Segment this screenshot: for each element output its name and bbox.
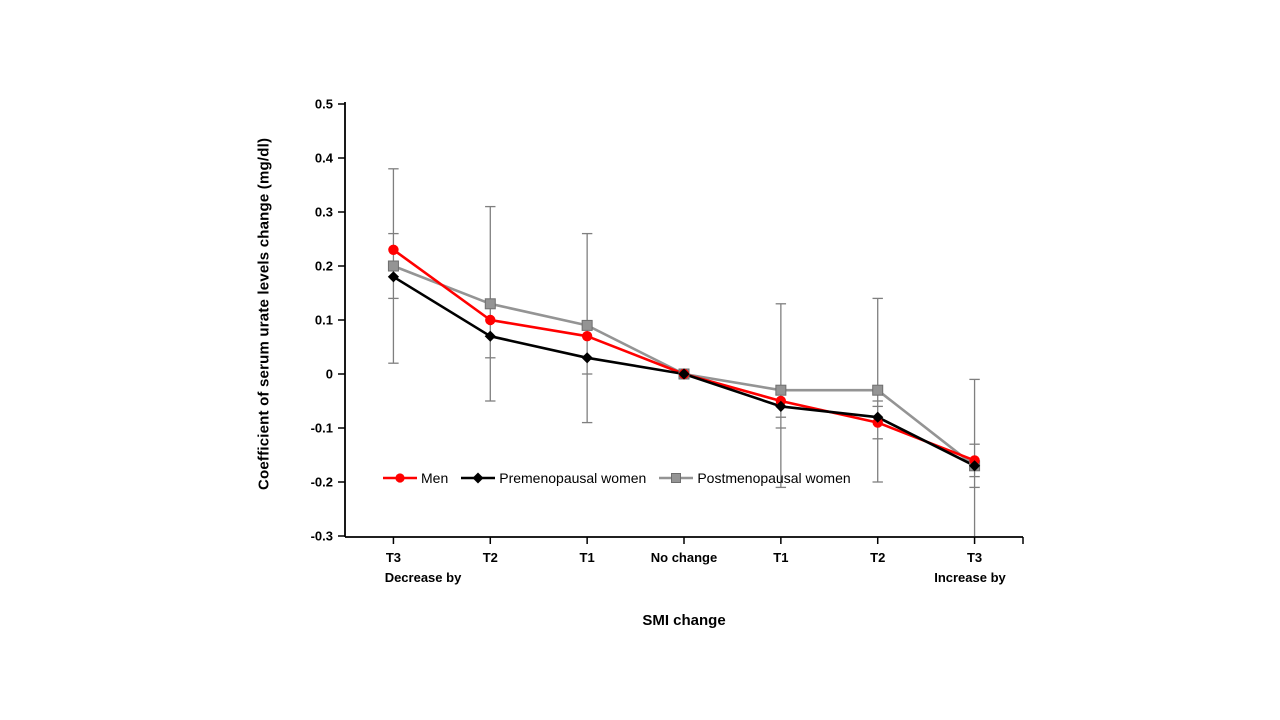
legend-item-postmenopausal: Postmenopausal women — [659, 470, 851, 486]
data-point — [775, 400, 787, 412]
data-point — [872, 384, 884, 396]
x-category-label: No change — [651, 550, 717, 565]
series-markers-square — [387, 260, 981, 472]
series-line-men — [392, 248, 976, 462]
legend-label-postmenopausal: Postmenopausal women — [697, 470, 851, 486]
y-tick-label: 0.1 — [315, 313, 333, 328]
men-line-circle-icon — [383, 473, 417, 483]
postmenopausal-line-square-icon — [659, 473, 694, 483]
data-point — [484, 298, 496, 310]
series-line-postmenopausal-women — [392, 264, 976, 467]
y-tick-label: -0.3 — [311, 529, 333, 544]
x-sub-label-increase: Increase by — [934, 570, 1006, 585]
y-tick-label: 0.5 — [315, 97, 333, 112]
y-axis-ticks: 0.5 0.4 0.3 0.2 0.1 0 -0.1 -0.2 -0.3 — [311, 97, 345, 544]
legend-label-premenopausal: Premenopausal women — [499, 470, 647, 486]
data-point — [775, 384, 787, 396]
data-point — [387, 260, 399, 272]
y-tick-label: 0.2 — [315, 259, 333, 274]
data-point — [388, 244, 399, 255]
premenopausal-line-diamond-icon — [461, 472, 496, 484]
legend-item-men: Men — [383, 470, 448, 486]
x-category-label: T1 — [580, 550, 595, 565]
chart-legend: Men Premenopausal women Postmenopausal w… — [383, 470, 851, 486]
data-point — [581, 331, 593, 342]
y-tick-label: 0.3 — [315, 205, 333, 220]
x-category-label: T3 — [386, 550, 401, 565]
y-tick-label: 0.4 — [315, 151, 334, 166]
y-tick-label: 0 — [326, 367, 333, 382]
data-point — [581, 352, 593, 364]
x-category-label: T2 — [483, 550, 498, 565]
y-axis-title: Coefficient of serum urate levels change… — [255, 137, 273, 491]
data-point — [485, 314, 496, 326]
x-category-label: T2 — [870, 550, 885, 565]
x-category-label: T1 — [773, 550, 788, 565]
y-tick-label: -0.1 — [311, 421, 333, 436]
y-tick-label: -0.2 — [311, 475, 333, 490]
legend-label-men: Men — [421, 470, 449, 486]
data-point — [678, 368, 690, 380]
x-sub-label-decrease: Decrease by — [384, 570, 462, 585]
x-axis-title: SMI change — [642, 612, 726, 629]
x-category-label: T3 — [967, 550, 982, 565]
data-point — [581, 319, 593, 331]
data-point — [387, 271, 400, 283]
series-markers-diamond — [387, 271, 981, 472]
x-axis-ticks: T3 T2 T1 No change T1 T2 T3 — [386, 537, 1024, 565]
series-markers-circle — [388, 244, 980, 466]
data-point — [484, 330, 496, 342]
legend-item-premenopausal: Premenopausal women — [461, 470, 646, 486]
data-point — [968, 460, 981, 472]
data-point — [872, 411, 884, 423]
